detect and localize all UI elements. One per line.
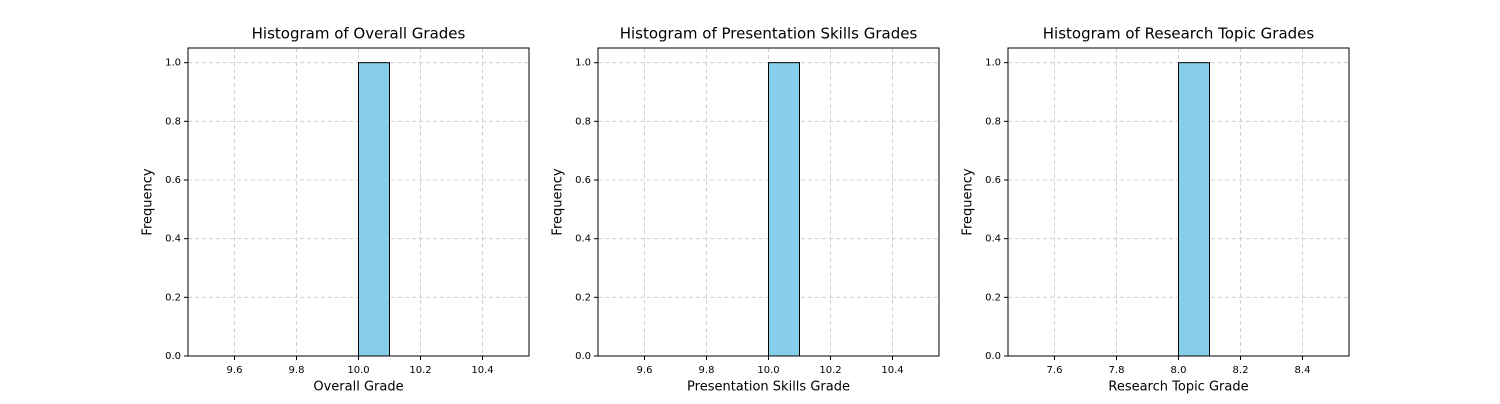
y-tick-label: 1.0 [985,58,1001,69]
x-tick-label: 8.0 [1171,365,1187,376]
y-tick-label: 0.2 [575,292,591,303]
y-tick-label: 1.0 [575,58,591,69]
y-tick-label: 0.0 [985,351,1001,362]
y-tick-label: 0.4 [165,234,181,245]
y-tick-label: 1.0 [165,58,181,69]
chart-title: Histogram of Overall Grades [252,25,466,43]
x-tick-label: 8.4 [1295,365,1311,376]
x-tick-label: 10.2 [409,365,431,376]
x-tick-label: 7.8 [1109,365,1125,376]
y-axis-label: Frequency [551,168,566,235]
y-tick-label: 0.4 [575,234,591,245]
y-tick-label: 0.6 [985,175,1001,186]
y-tick-label: 0.6 [165,175,181,186]
bar [768,62,800,357]
y-axis-label: Frequency [141,168,156,235]
y-tick-label: 0.8 [575,116,591,127]
x-axis-label: Presentation Skills Grade [687,380,850,395]
x-tick-label: 10.2 [819,365,841,376]
y-tick-label: 0.8 [165,116,181,127]
x-tick-label: 10.4 [881,365,903,376]
x-axis-label: Research Topic Grade [1108,380,1248,395]
x-tick-label: 9.8 [289,365,305,376]
x-tick-label: 10.0 [757,365,779,376]
chart-title: Histogram of Presentation Skills Grades [620,25,918,43]
y-tick-label: 0.2 [985,292,1001,303]
axes-frame [1007,47,1350,357]
bar [1178,62,1210,357]
x-tick-label: 10.0 [347,365,369,376]
x-tick-label: 9.8 [699,365,715,376]
y-tick-label: 0.6 [575,175,591,186]
x-tick-label: 9.6 [637,365,653,376]
x-tick-label: 9.6 [227,365,243,376]
y-tick-label: 0.8 [985,116,1001,127]
chart-title: Histogram of Research Topic Grades [1043,25,1315,43]
x-axis-label: Overall Grade [313,380,403,395]
axes-frame [187,47,530,357]
y-tick-label: 0.2 [165,292,181,303]
x-tick-label: 8.2 [1233,365,1249,376]
y-tick-label: 0.0 [165,351,181,362]
y-tick-label: 0.4 [985,234,1001,245]
y-axis-label: Frequency [961,168,976,235]
x-tick-label: 7.6 [1047,365,1063,376]
bar [358,62,390,357]
axes-frame [597,47,940,357]
y-tick-label: 0.0 [575,351,591,362]
x-tick-label: 10.4 [471,365,493,376]
